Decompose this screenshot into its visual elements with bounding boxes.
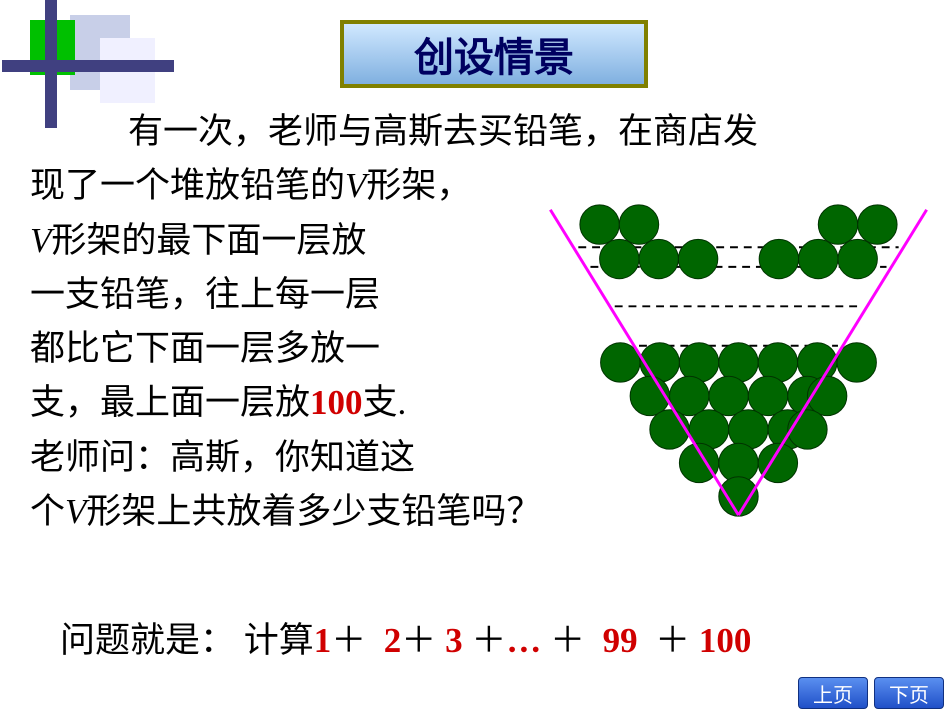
line8v: V <box>65 492 86 531</box>
line2a: 现了一个堆放铅笔的 <box>30 166 345 205</box>
f-dots: … <box>506 621 541 660</box>
prev-button[interactable]: 上页 <box>798 677 868 709</box>
next-button[interactable]: 下页 <box>874 677 944 709</box>
f-p5: ＋ <box>655 621 690 660</box>
line2b: 形架， <box>366 166 471 205</box>
next-label: 下页 <box>889 679 929 708</box>
formula-line: 问题就是： 计算1＋ 2＋ 3 ＋… ＋ 99 ＋ 100 <box>60 612 751 663</box>
line3: 形架的最下面一层放 <box>51 221 366 260</box>
f-p4: ＋ <box>550 621 585 660</box>
line7: 老师问：高斯，你知道这 <box>30 438 415 477</box>
line3v: V <box>30 221 51 260</box>
f-p1: ＋ <box>331 621 366 660</box>
line6num: 100 <box>310 383 363 422</box>
v-rack-figure <box>540 195 935 525</box>
title-box: 创设情景 <box>340 20 648 88</box>
line5: 都比它下面一层多放一 <box>30 329 380 368</box>
slide: 创设情景 有一次，老师与高斯去买铅笔，在商店发 现了一个堆放铅笔的V形架， V形… <box>0 0 950 713</box>
f-p3: ＋ <box>471 621 506 660</box>
f-n1: 1 <box>314 621 332 660</box>
line8b: 形架上共放着多少支铅笔吗？ <box>86 492 541 531</box>
line6b: 支. <box>363 383 407 422</box>
line4: 一支铅笔，往上每一层 <box>30 275 380 314</box>
line8a: 个 <box>30 492 65 531</box>
title-text: 创设情景 <box>414 25 574 83</box>
line2v: V <box>345 166 366 205</box>
f-p2: ＋ <box>401 621 436 660</box>
f-n99: 99 <box>603 621 638 660</box>
f-n3: 3 <box>445 621 463 660</box>
formula-calc: 计算 <box>244 621 314 660</box>
line1: 有一次，老师与高斯去买铅笔，在商店发 <box>128 112 758 151</box>
line6a: 支，最上面一层放 <box>30 383 310 422</box>
prev-label: 上页 <box>813 679 853 708</box>
f-n2: 2 <box>384 621 402 660</box>
formula-label: 问题就是： <box>60 621 235 660</box>
f-n100: 100 <box>699 621 752 660</box>
